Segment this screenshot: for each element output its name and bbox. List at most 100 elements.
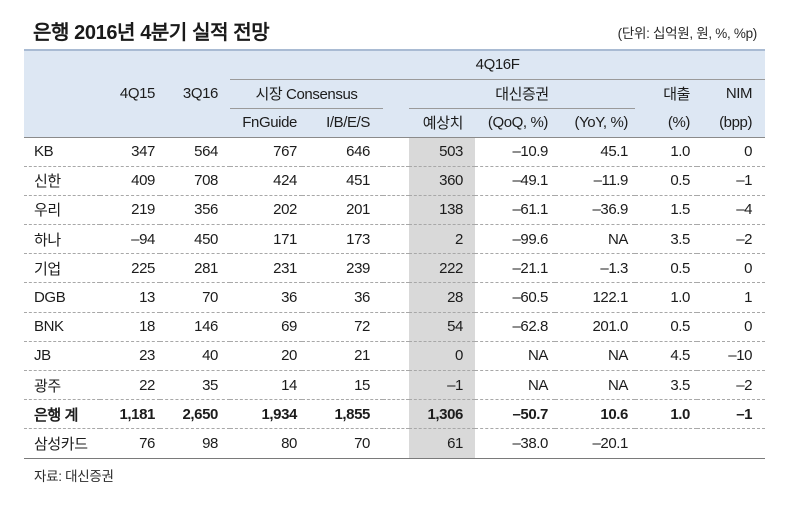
bank-earnings-table: 4Q16F 4Q15 3Q16 시장 Consensus 대신증권 대출 NIM… [24,49,766,459]
header-fnguide: FnGuide [230,108,302,138]
bank-name: 삼성카드 [24,428,100,459]
cell-ibes: 646 [302,137,383,167]
cell-yoy: 122.1 [555,282,635,313]
header-loan: 대출 [663,86,690,104]
cell-loan: 1.5 [635,195,697,226]
header-daishin: 대신증권 [409,79,635,109]
bank-name: DGB [24,282,100,313]
cell-gap [383,137,409,167]
header-yoy: (YoY, %) [555,108,635,138]
cell-ibes: 201 [302,195,383,226]
cell-gap [383,341,409,372]
cell-3q16: 40 [160,341,230,372]
source-note: 자료: 대신증권 [34,469,114,484]
cell-3q16: 281 [160,253,230,284]
cell-fnguide: 767 [230,137,302,167]
cell-qoq: –10.9 [475,137,555,167]
cell-4q15: 219 [100,195,160,226]
cell-yoy: NA [555,370,635,401]
table-row: 삼성카드 76 98 80 70 61 –38.0 –20.1 [24,428,766,459]
cell-ibes: 173 [302,224,383,255]
cell-loan: 1.0 [635,137,697,167]
table-row: BNK 18 146 69 72 54 –62.8 201.0 0.5 0 [24,312,766,342]
cell-yoy: NA [555,341,635,372]
cell-3q16: 708 [160,166,230,196]
header-qoq: (QoQ, %) [475,108,555,138]
header-market-consensus: 시장 Consensus [230,79,383,109]
cell-estimate: 222 [409,253,475,284]
cell-fnguide: 14 [230,370,302,401]
cell-qoq: –38.0 [475,428,555,459]
cell-4q15: –94 [100,224,160,255]
cell-qoq: –49.1 [475,166,555,196]
cell-nim: –10 [697,341,766,372]
cell-yoy: –11.9 [555,166,635,196]
cell-nim: –1 [697,399,766,430]
cell-fnguide: 69 [230,312,302,342]
cell-qoq: –50.7 [475,399,555,430]
cell-estimate: 2 [409,224,475,255]
cell-fnguide: 1,934 [230,399,302,430]
cell-estimate: 54 [409,312,475,342]
table-row: KB 347 564 767 646 503 –10.9 45.1 1.0 0 [24,137,766,167]
cell-3q16: 2,650 [160,399,230,430]
table-row: JB 23 40 20 21 0 NA NA 4.5 –10 [24,341,766,372]
cell-4q15: 409 [100,166,160,196]
bank-name: BNK [24,312,100,342]
table-row: 광주 22 35 14 15 –1 NA NA 3.5 –2 [24,370,766,401]
cell-4q15: 1,181 [100,399,160,430]
header-estimate: 예상치 [409,108,475,138]
header-nim: NIM [725,85,753,103]
table-body: KB 347 564 767 646 503 –10.9 45.1 1.0 0 … [24,137,766,459]
cell-loan [635,428,697,459]
cell-gap [383,428,409,459]
cell-nim: 0 [697,312,766,342]
bank-name: 광주 [24,370,100,401]
cell-qoq: –99.6 [475,224,555,255]
cell-gap [383,166,409,196]
cell-qoq: NA [475,370,555,401]
bank-name: JB [24,341,100,372]
cell-fnguide: 202 [230,195,302,226]
cell-yoy: –36.9 [555,195,635,226]
header-blank [100,108,160,138]
cell-loan: 0.5 [635,312,697,342]
cell-nim: –2 [697,224,766,255]
header-nim-unit: (bpp) [697,108,766,138]
cell-yoy: 45.1 [555,137,635,167]
cell-gap [383,195,409,226]
cell-gap [383,370,409,401]
cell-4q15: 22 [100,370,160,401]
cell-4q15: 76 [100,428,160,459]
header-blank [24,108,100,138]
cell-loan: 3.5 [635,370,697,401]
header-blank [24,49,100,79]
cell-gap [383,282,409,313]
cell-3q16: 70 [160,282,230,313]
cell-qoq: –62.8 [475,312,555,342]
table-row: 기업 225 281 231 239 222 –21.1 –1.3 0.5 0 [24,253,766,284]
cell-estimate: 503 [409,137,475,167]
cell-qoq: –60.5 [475,282,555,313]
cell-3q16: 146 [160,312,230,342]
cell-qoq: NA [475,341,555,372]
cell-nim: –2 [697,370,766,401]
cell-estimate: 138 [409,195,475,226]
cell-loan: 4.5 [635,341,697,372]
header-blank [100,49,160,79]
cell-yoy: –1.3 [555,253,635,284]
cell-3q16: 450 [160,224,230,255]
cell-gap [383,253,409,284]
header-blank [160,108,230,138]
header-4q16f: 4Q16F [230,49,766,80]
cell-gap [383,399,409,430]
table-header: 4Q16F 4Q15 3Q16 시장 Consensus 대신증권 대출 NIM… [24,49,766,138]
bank-name: 기업 [24,253,100,284]
cell-fnguide: 20 [230,341,302,372]
header-ibes: I/B/E/S [302,108,383,138]
cell-yoy: 10.6 [555,399,635,430]
header-row-2: 4Q15 3Q16 시장 Consensus 대신증권 대출 NIM [24,79,766,109]
cell-yoy: NA [555,224,635,255]
cell-gap [383,224,409,255]
cell-estimate: 28 [409,282,475,313]
